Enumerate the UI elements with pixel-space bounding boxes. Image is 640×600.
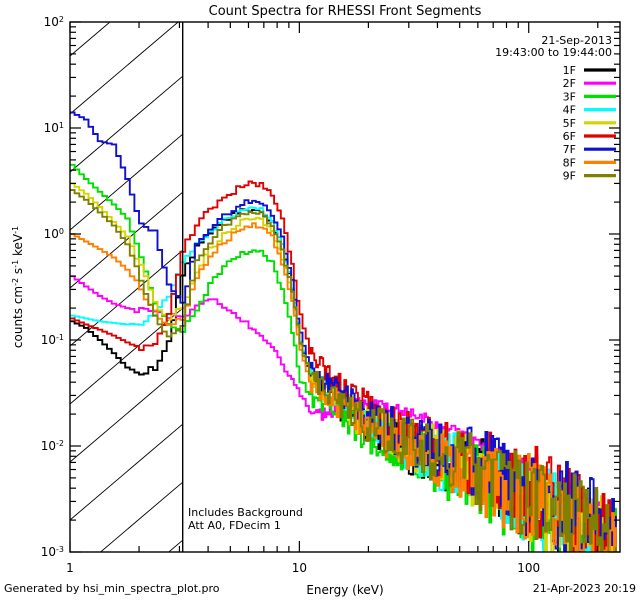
legend-label-4F: 4F	[563, 104, 576, 117]
legend-label-3F: 3F	[563, 90, 576, 103]
svg-text:10-2: 10-2	[41, 439, 64, 453]
ylabel-exp-1: -2	[11, 278, 20, 286]
svg-text:102: 102	[44, 15, 64, 29]
legend-label-9F: 9F	[563, 170, 576, 183]
x-tick-label-10: 10	[292, 561, 307, 575]
y-tick-label-1e-1: 10-1	[41, 333, 64, 347]
svg-text:10-3: 10-3	[41, 545, 64, 559]
svg-text:counts cm-2 s-1 keV-1: counts cm-2 s-1 keV-1	[11, 226, 25, 348]
y-axis-ticks	[70, 21, 620, 553]
legend-item-6F[interactable]: 6F	[563, 130, 616, 143]
observation-interval: 19:43:00 to 19:44:00	[495, 46, 612, 59]
y-tick-label-1e2: 102	[44, 15, 64, 29]
y-tick-label-1e-2: 10-2	[41, 439, 64, 453]
y-axis-label: counts cm-2 s-1 keV-1	[11, 226, 25, 348]
ylabel-exp-3: -1	[11, 226, 20, 234]
footer-timestamp: 21-Apr-2023 20:19	[533, 582, 636, 595]
legend-item-3F[interactable]: 3F	[563, 90, 616, 103]
y-tick-label-1e0: 100	[44, 227, 64, 241]
observation-date: 21-Sep-2013	[541, 34, 612, 47]
page-title: Count Spectra for RHESSI Front Segments	[209, 4, 482, 19]
legend-item-7F[interactable]: 7F	[563, 143, 616, 156]
plot-frame	[69, 21, 621, 553]
annotation-att-fdecim: Att A0, FDecim 1	[188, 519, 281, 532]
legend-label-6F: 6F	[563, 130, 576, 143]
legend-item-4F[interactable]: 4F	[563, 104, 616, 117]
ylabel-part-kev: keV	[11, 233, 25, 260]
x-axis-ticks	[69, 22, 599, 552]
ylabel-part-s: s	[11, 268, 25, 278]
legend-label-7F: 7F	[563, 143, 576, 156]
svg-text:101: 101	[44, 121, 64, 135]
x-tick-label-1: 1	[66, 561, 74, 575]
spectrum-series-9F	[70, 189, 617, 552]
ylabel-part-counts-cm: counts cm	[11, 286, 25, 348]
legend-item-1F[interactable]: 1F	[563, 64, 616, 77]
y-tick-label-1e1: 101	[44, 121, 64, 135]
legend-label-8F: 8F	[563, 156, 576, 169]
legend-item-2F[interactable]: 2F	[563, 77, 616, 90]
x-axis-label: Energy (keV)	[306, 583, 383, 597]
hatched-exclusion-region	[70, 22, 183, 552]
legend-label-1F: 1F	[563, 64, 576, 77]
x-axis-tick-labels: 1 10 100	[66, 561, 540, 575]
x-tick-label-100: 100	[517, 561, 540, 575]
legend-label-2F: 2F	[563, 77, 576, 90]
legend-item-8F[interactable]: 8F	[563, 156, 616, 169]
y-axis-tick-labels: 102 101 100 10-1 10-2 10-3	[41, 15, 64, 559]
legend-item-5F[interactable]: 5F	[563, 117, 616, 130]
svg-text:100: 100	[44, 227, 64, 241]
footer-generator: Generated by hsi_min_spectra_plot.pro	[4, 582, 220, 595]
svg-text:10-1: 10-1	[41, 333, 64, 347]
legend-label-5F: 5F	[563, 117, 576, 130]
legend-item-9F[interactable]: 9F	[563, 170, 616, 183]
y-tick-label-1e-3: 10-3	[41, 545, 64, 559]
annotation-includes-background: Includes Background	[188, 506, 303, 519]
ylabel-exp-2: -1	[11, 260, 20, 268]
spectra-series-group	[70, 111, 617, 552]
